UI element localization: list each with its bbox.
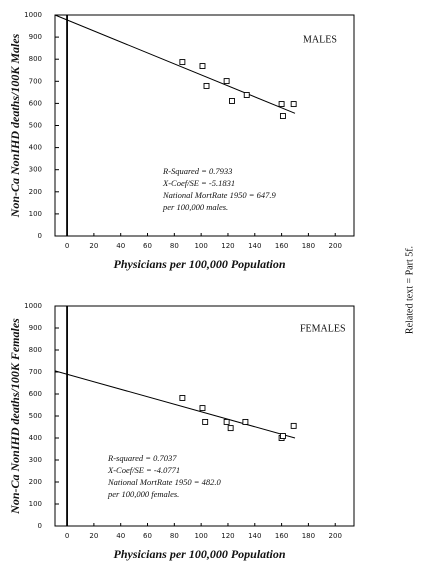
x-tick-label: 140	[248, 532, 261, 540]
x-tick-label: 20	[89, 242, 98, 250]
x-tick-label: 60	[143, 532, 152, 540]
point	[242, 418, 249, 425]
y-tick-label: 300	[29, 166, 42, 174]
x-tick-label: 180	[302, 532, 315, 540]
point	[179, 59, 186, 66]
x-tick-label: 160	[275, 242, 288, 250]
x-tick-label: 140	[248, 242, 261, 250]
y-tick-label: 400	[29, 144, 42, 152]
panel-label: MALES	[303, 34, 337, 45]
y-tick-label: 800	[29, 55, 42, 63]
x-tick-label: 100	[194, 242, 207, 250]
x-tick-label: 60	[143, 242, 152, 250]
annotation: National MortRate 1950 = 647.9	[162, 190, 276, 200]
x-tick-label: 120	[221, 532, 234, 540]
x-axis-label: Physicians per 100,000 Population	[113, 257, 285, 271]
point	[223, 418, 230, 425]
side-note: Related text = Part 5f.	[404, 246, 415, 334]
point	[203, 82, 210, 89]
y-axis-label: Non-Ca NonIHD deaths/100K Males	[8, 33, 22, 218]
point	[227, 425, 234, 432]
y-tick-label: 300	[29, 456, 42, 464]
x-tick-label: 80	[170, 242, 179, 250]
y-tick-label: 800	[29, 346, 42, 354]
y-tick-label: 600	[29, 99, 42, 107]
y-tick-label: 600	[29, 390, 42, 398]
panel-label: FEMALES	[300, 323, 346, 334]
point	[290, 101, 297, 108]
point	[243, 92, 250, 98]
annotation: National MortRate 1950 = 482.0	[107, 477, 221, 487]
x-tick-label: 120	[221, 242, 234, 250]
point	[278, 101, 285, 108]
fit-line	[54, 14, 296, 114]
point	[229, 98, 235, 104]
x-tick-label: 0	[65, 242, 69, 250]
plot-frame	[54, 305, 355, 527]
annotation: per 100,000 males.	[162, 202, 228, 212]
annotation: X-Coef/SE = -5.1831	[162, 178, 235, 188]
point	[199, 63, 206, 70]
x-tick-label: 160	[275, 532, 288, 540]
y-tick-label: 900	[29, 324, 42, 332]
y-tick-label: 200	[29, 478, 42, 486]
y-tick-label: 1000	[24, 11, 42, 19]
point	[202, 418, 209, 425]
annotation: R-Squared = 0.7933	[162, 166, 232, 176]
y-tick-label: 200	[29, 188, 42, 196]
y-tick-label: 500	[29, 122, 42, 130]
x-tick-label: 40	[116, 532, 125, 540]
y-tick-label: 100	[29, 210, 42, 218]
x-tick-label: 0	[65, 532, 69, 540]
point	[279, 433, 286, 439]
y-tick-label: 900	[29, 33, 42, 41]
y-tick-label: 1000	[24, 302, 42, 310]
y-axis-label: Non-Ca NonIHD deaths/100K Females	[8, 318, 22, 515]
annotation: X-Coef/SE = -4.0771	[107, 465, 180, 475]
y-tick-label: 400	[29, 434, 42, 442]
x-tick-label: 100	[194, 532, 207, 540]
y-tick-label: 500	[29, 412, 42, 420]
point	[199, 405, 206, 412]
x-tick-label: 20	[89, 532, 98, 540]
x-tick-label: 200	[329, 532, 342, 540]
point	[279, 113, 286, 119]
y-tick-label: 700	[29, 77, 42, 85]
x-tick-label: 80	[170, 532, 179, 540]
x-tick-label: 200	[329, 242, 342, 250]
fit-line	[54, 370, 296, 439]
x-axis-label: Physicians per 100,000 Population	[113, 547, 285, 561]
point	[179, 395, 186, 401]
annotation: per 100,000 females.	[107, 489, 179, 499]
x-tick-label: 180	[302, 242, 315, 250]
annotation: R-squared = 0.7037	[107, 453, 177, 463]
y-tick-label: 0	[38, 522, 42, 530]
point	[223, 78, 230, 85]
y-tick-label: 700	[29, 368, 42, 376]
y-tick-label: 100	[29, 500, 42, 508]
x-tick-label: 40	[116, 242, 125, 250]
point	[290, 422, 297, 429]
y-tick-label: 0	[38, 232, 42, 240]
